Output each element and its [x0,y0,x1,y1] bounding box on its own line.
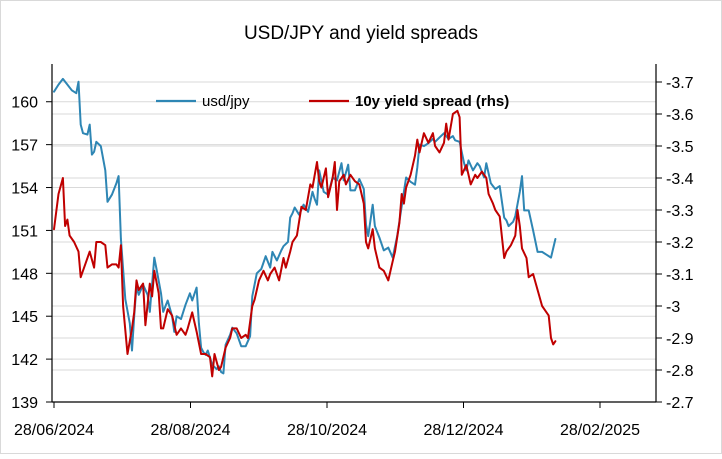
x-tick-label-0: 28/06/2024 [14,422,94,439]
left-tick-label-160: 160 [11,95,38,112]
right-axis-ticks: -3.7 -3.6 -3.5 -3.4 -3.3 -3.2 -3.1 -3 -2.9 -2.8 -2… [656,75,694,412]
legend: usd/jpy 10y yield spread (rhs) [156,93,509,110]
left-tick-label-157: 157 [11,138,38,155]
right-tick-label--3: -3 [666,299,680,316]
left-axis-ticks: 139 142 145 148 151 154 157 160 [11,95,52,412]
left-tick-label-154: 154 [11,181,38,198]
right-tick-label--3.3: -3.3 [666,203,694,220]
axes [51,64,657,403]
legend-label-usdjpy: usd/jpy [202,93,250,110]
right-tick-label--3.2: -3.2 [666,235,694,252]
x-tick-label-1: 28/08/2024 [150,422,230,439]
x-tick-label-3: 28/12/2024 [423,422,503,439]
right-tick-label--2.7: -2.7 [666,395,694,412]
x-tick-label-2: 28/10/2024 [287,422,367,439]
left-tick-label-139: 139 [11,395,38,412]
series-lines [53,77,557,378]
left-tick-label-142: 142 [11,352,38,369]
left-tick-label-145: 145 [11,309,38,326]
right-tick-label--2.9: -2.9 [666,331,694,348]
right-tick-label--3.4: -3.4 [666,171,694,188]
x-axis-ticks: 28/06/2024 28/08/2024 28/10/2024 28/12/2024… [14,402,640,439]
chart-title: USD/JPY and yield spreads [244,23,478,44]
right-tick-label--3.7: -3.7 [666,75,694,92]
right-tick-label--2.8: -2.8 [666,363,694,380]
right-tick-label--3.1: -3.1 [666,267,694,284]
left-tick-label-148: 148 [11,266,38,283]
x-tick-label-4: 28/02/2025 [560,422,640,439]
left-tick-label-151: 151 [11,223,38,240]
legend-label-spread: 10y yield spread (rhs) [355,93,509,110]
series-line-yield-spread [53,109,557,378]
right-tick-label--3.5: -3.5 [666,139,694,156]
right-tick-label--3.6: -3.6 [666,107,694,124]
